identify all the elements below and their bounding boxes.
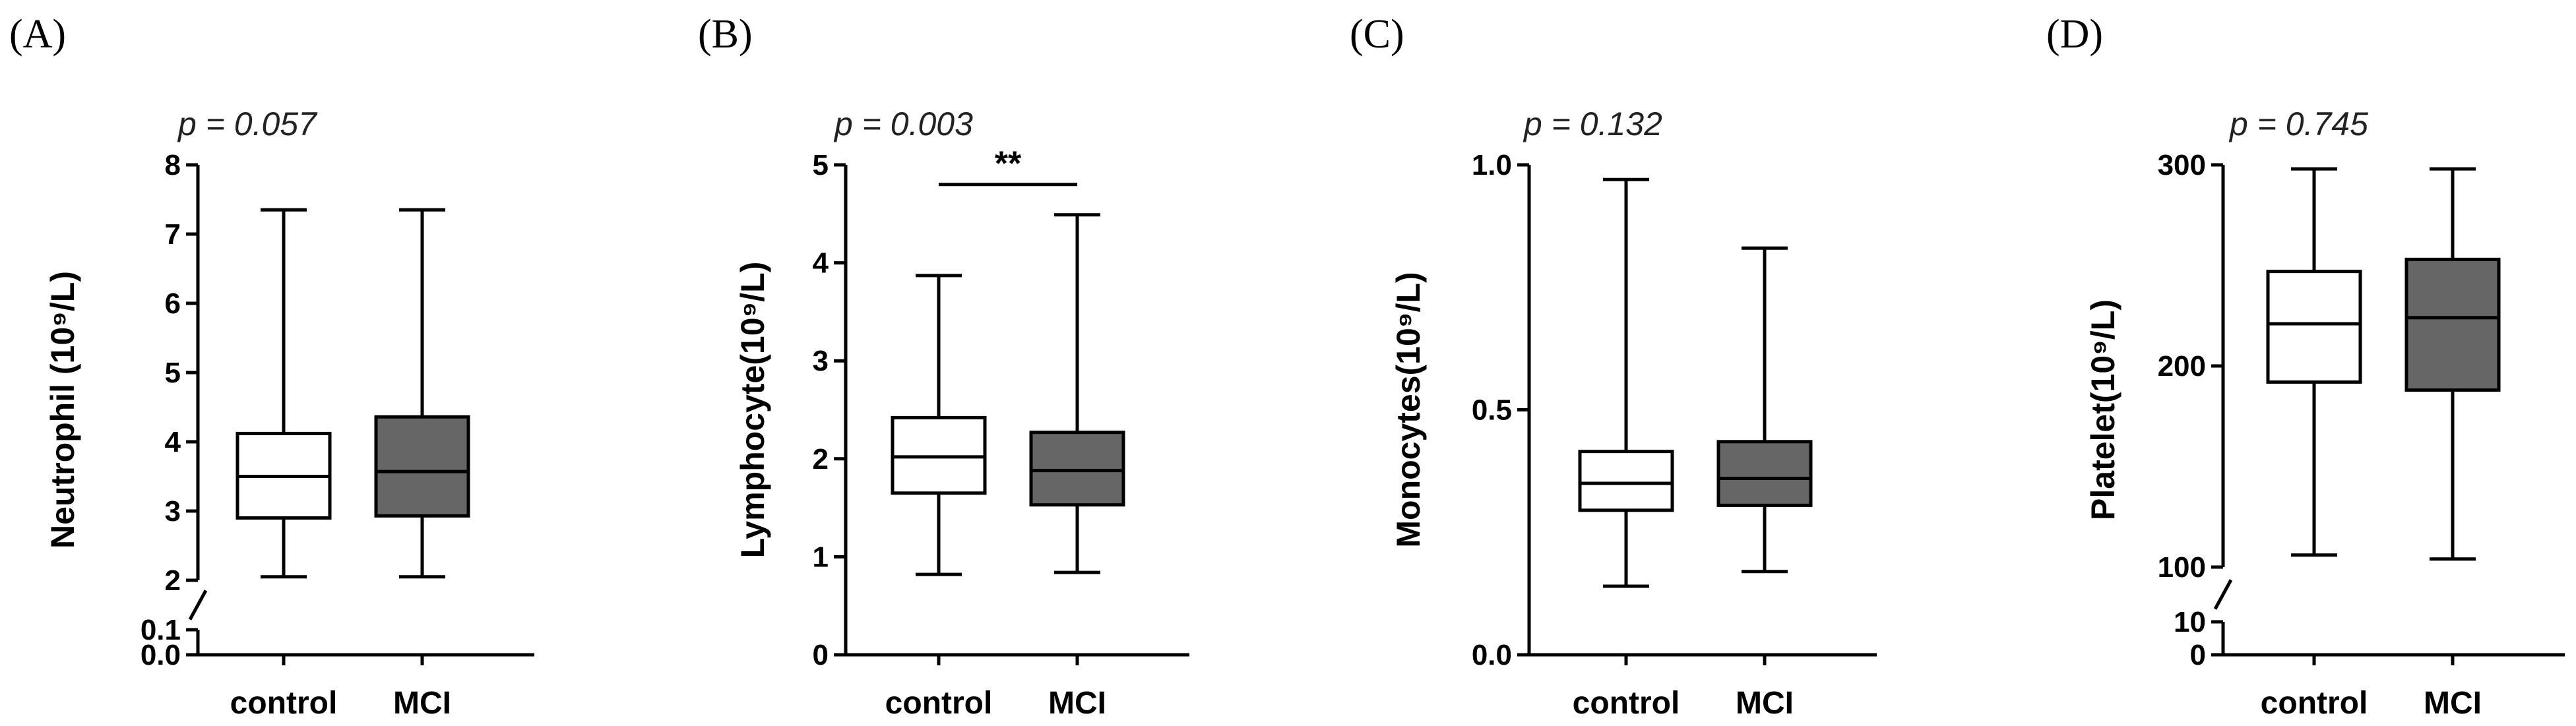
x-category-label: MCI [1048, 686, 1106, 721]
axis-break-mark [188, 590, 208, 620]
x-category-label: MCI [393, 686, 451, 721]
y-tick-label: 3 [813, 345, 829, 377]
y-tick-label: 7 [165, 218, 181, 251]
y-axis-title: Monocytes(10⁹/L) [1390, 272, 1427, 547]
x-category-label: MCI [1736, 686, 1794, 721]
y-tick-label: 0 [813, 639, 829, 671]
y-tick-label: 2 [813, 443, 829, 475]
p-value: p = 0.057 [177, 106, 318, 142]
y-tick-label: 4 [165, 426, 181, 458]
y-tick-label: 10 [2174, 606, 2206, 638]
y-axis-title: Neutrophil (10⁹/L) [44, 271, 81, 549]
panel-b: (B) p = 0.003 Lymphocyte(10⁹/L) 0 1 2 3 4 5 contr… [698, 12, 1189, 721]
panel-label: (D) [2046, 12, 2103, 57]
y-tick-label: 0.1 [141, 614, 181, 646]
panel-d: (D) p = 0.745 Platelet(10⁹/L) 010 100 200 300 c… [2046, 12, 2565, 721]
y-tick-label: 5 [165, 357, 181, 389]
y-tick-label: 5 [813, 149, 829, 181]
y-axis-title: Lymphocyte(10⁹/L) [734, 262, 771, 559]
y-tick-label: 300 [2158, 149, 2206, 181]
box-control [2266, 270, 2362, 384]
y-tick-label: 8 [165, 149, 181, 181]
y-tick-label: 6 [165, 287, 181, 320]
y-tick-label: 0.5 [1472, 394, 1512, 427]
box-MCI [2404, 257, 2501, 392]
p-value: p = 0.745 [2228, 106, 2368, 142]
panel-label: (B) [698, 12, 753, 57]
box-MCI [1716, 440, 1813, 507]
panel-c: (C) p = 0.132 Monocytes(10⁹/L) 0.0 0.5 1.0 con… [1350, 12, 1877, 721]
p-value: p = 0.132 [1523, 106, 1662, 142]
axis-break-mark [2213, 579, 2233, 610]
y-tick-label: 4 [813, 247, 829, 280]
y-tick-label: 200 [2158, 350, 2206, 382]
y-tick-label: 2 [165, 564, 181, 597]
y-tick-label: 3 [165, 495, 181, 528]
y-tick-label: 0.0 [1472, 639, 1512, 671]
box-control [1578, 450, 1674, 512]
panel-label: (C) [1350, 12, 1404, 57]
x-category-label: control [2261, 686, 2368, 721]
x-category-label: control [885, 686, 993, 721]
x-category-label: control [1573, 686, 1680, 721]
significance-marker: ** [995, 145, 1022, 183]
y-tick-label: 1 [813, 541, 829, 573]
y-tick-label: 0 [2190, 639, 2206, 671]
panel-label: (A) [9, 12, 66, 57]
p-value: p = 0.003 [833, 106, 973, 142]
y-tick-label: 100 [2158, 551, 2206, 584]
y-tick-label: 1.0 [1472, 149, 1512, 181]
y-axis-title: Platelet(10⁹/L) [2085, 299, 2121, 520]
y-tick-label: 0.0 [141, 639, 181, 671]
box-MCI [374, 415, 470, 518]
x-category-label: control [230, 686, 338, 721]
box-MCI [1029, 431, 1125, 507]
panel-a: (A) p = 0.057 Neutrophil (10⁹/L) 0.00.1 2 3 4 5… [9, 12, 534, 721]
x-category-label: MCI [2424, 686, 2482, 721]
